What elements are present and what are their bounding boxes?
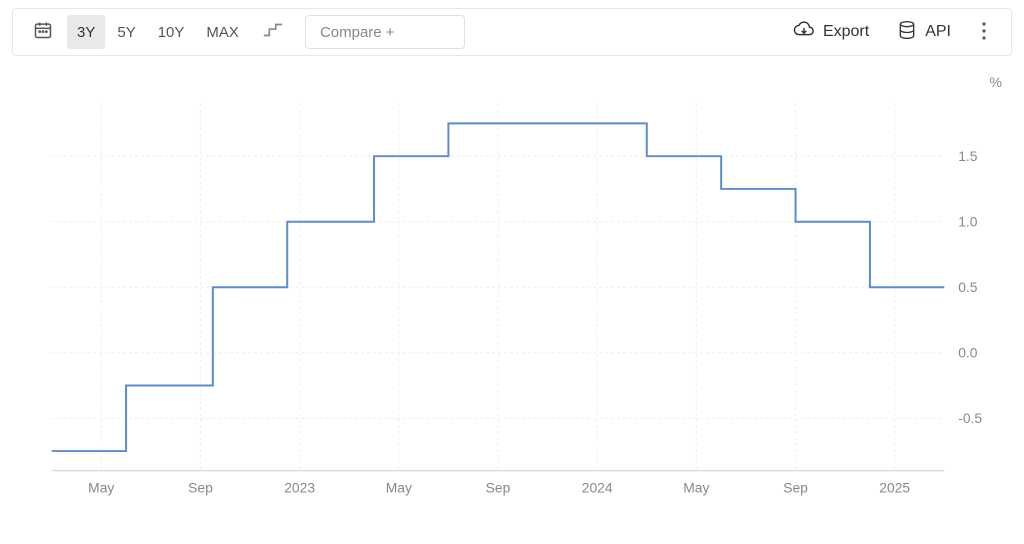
- svg-text:May: May: [88, 480, 114, 496]
- range-5y[interactable]: 5Y: [107, 15, 145, 49]
- more-menu-button[interactable]: [967, 15, 1001, 49]
- api-label: API: [925, 23, 951, 41]
- time-range-selector: 3Y5Y10YMAX: [67, 15, 249, 49]
- database-icon: [897, 20, 917, 45]
- svg-text:0.0: 0.0: [958, 345, 978, 361]
- svg-text:May: May: [386, 480, 412, 496]
- svg-text:1.5: 1.5: [958, 148, 978, 164]
- svg-text:Sep: Sep: [486, 480, 511, 496]
- svg-text:-0.5: -0.5: [958, 410, 982, 426]
- svg-text:2025: 2025: [879, 480, 910, 496]
- range-max[interactable]: MAX: [196, 15, 249, 49]
- svg-text:2024: 2024: [582, 480, 613, 496]
- y-axis-unit: %: [990, 74, 1002, 90]
- step-chart-icon: [262, 20, 284, 44]
- export-label: Export: [823, 23, 869, 41]
- kebab-icon: [982, 22, 986, 43]
- cloud-download-icon: [793, 20, 815, 45]
- calendar-icon: [33, 20, 53, 44]
- svg-text:May: May: [683, 480, 709, 496]
- chart-toolbar: 3Y5Y10YMAX Compare + Export API: [12, 8, 1012, 56]
- chart-container: % 1.5 1.0 0.5 0.0 -0.5 May Sep 2023 May Sep 2024 Ma…: [12, 74, 1012, 500]
- compare-input[interactable]: Compare +: [305, 15, 465, 49]
- svg-text:Sep: Sep: [188, 480, 213, 496]
- export-button[interactable]: Export: [781, 15, 881, 49]
- svg-text:0.5: 0.5: [958, 279, 978, 295]
- date-range-button[interactable]: [23, 15, 63, 49]
- svg-text:2023: 2023: [284, 480, 315, 496]
- range-3y[interactable]: 3Y: [67, 15, 105, 49]
- step-line-chart: 1.5 1.0 0.5 0.0 -0.5 May Sep 2023 May Sep 2024 May S…: [12, 74, 984, 500]
- range-10y[interactable]: 10Y: [148, 15, 195, 49]
- chart-type-button[interactable]: [253, 15, 293, 49]
- svg-text:1.0: 1.0: [958, 214, 978, 230]
- api-button[interactable]: API: [885, 15, 963, 49]
- compare-placeholder: Compare +: [320, 24, 395, 41]
- svg-text:Sep: Sep: [783, 480, 808, 496]
